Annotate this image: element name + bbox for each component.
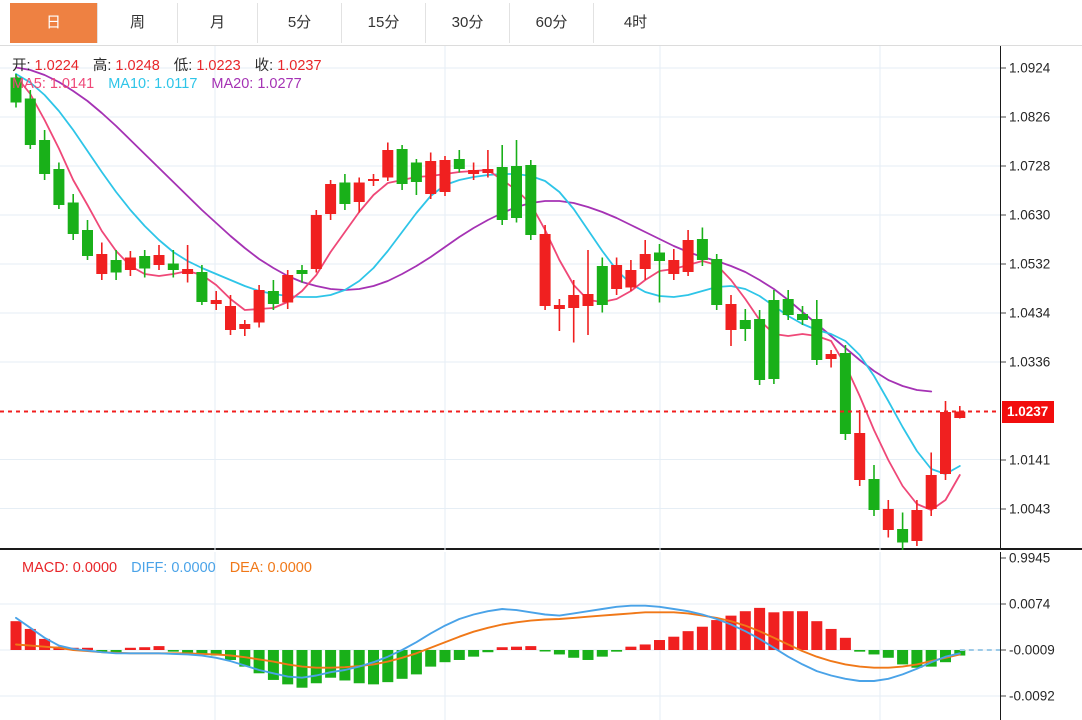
price-axis-tick [1001,214,1006,216]
price-axis-tick [1001,67,1006,69]
price-axis-label: 1.0924 [1009,60,1051,76]
period-tab-bar: 日周月 5分 15分 30分 60分 4时 [0,0,1082,46]
macd-axis-tick [1001,695,1006,697]
macd-plot [0,552,1000,720]
price-axis-label: 1.0630 [1009,207,1051,223]
price-axis-label: 0.9945 [1009,550,1051,565]
tab-period-7[interactable]: 4时 [593,3,677,43]
tab-period-4[interactable]: 15分 [341,3,425,43]
price-axis-label: 1.0826 [1009,109,1051,125]
price-axis-tick [1001,312,1006,314]
price-axis-tick [1001,116,1006,118]
tab-period-1[interactable]: 周 [97,3,177,43]
macd-axis-tick [1001,603,1006,605]
current-price-tag[interactable]: 1.0237 [1002,400,1055,423]
macd-axis-label: -0.0009 [1009,642,1055,658]
price-axis-label: 1.0336 [1009,354,1051,370]
macd-axis-label: 0.0074 [1009,596,1051,612]
price-plot [0,46,1000,550]
tab-period-0[interactable]: 日 [10,3,97,43]
price-axis-tick [1001,557,1006,558]
price-axis-label: 1.0728 [1009,158,1051,174]
price-axis-tick [1001,508,1006,509]
price-axis-tick [1001,361,1006,363]
price-axis-label: 1.0043 [1009,501,1051,516]
tab-period-3[interactable]: 5分 [257,3,341,43]
price-axis-tick [1001,165,1006,167]
tab-period-2[interactable]: 月 [177,3,257,43]
price-chart-panel[interactable] [0,46,1082,550]
price-axis-tick [1001,459,1006,460]
price-axis: 1.0924 1.0826 1.0728 1.0630 1.0532 1.0434 1.03… [1000,46,1082,565]
macd-axis: 0.0074 -0.0009 -0.0092 [1000,552,1082,720]
price-axis-tick [1001,263,1006,265]
macd-axis-label: -0.0092 [1009,688,1055,704]
tab-period-6[interactable]: 60分 [509,3,593,43]
price-axis-label: 1.0532 [1009,256,1051,272]
macd-chart-panel[interactable] [0,552,1082,720]
macd-axis-tick [1001,649,1006,651]
tab-period-5[interactable]: 30分 [425,3,509,43]
price-axis-label: 1.0434 [1009,305,1051,321]
price-axis-label: 1.0141 [1009,452,1051,467]
